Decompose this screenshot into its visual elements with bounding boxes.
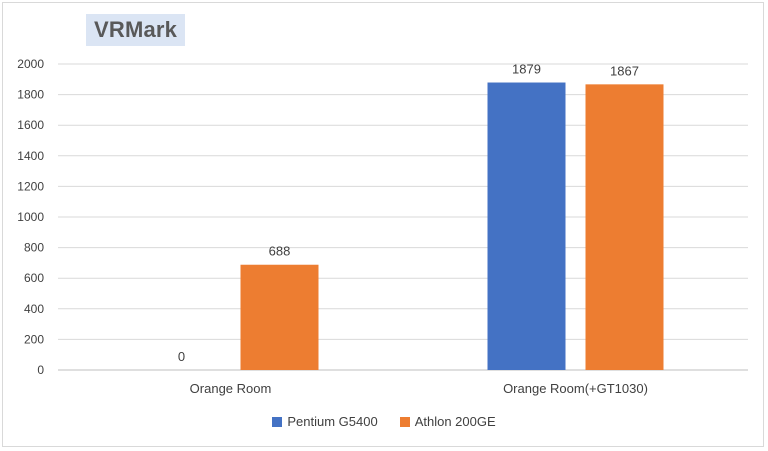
y-tick-label: 600 — [24, 271, 44, 285]
bar — [240, 264, 319, 370]
legend-label-athlon: Athlon 200GE — [414, 414, 496, 429]
bar — [487, 82, 566, 370]
y-tick-label: 2000 — [17, 57, 44, 71]
x-axis-categories: Orange Room Orange Room(+GT1030) — [190, 381, 648, 396]
x-category-label: Orange Room(+GT1030) — [503, 381, 648, 396]
y-tick-label: 0 — [37, 363, 44, 377]
y-tick-label: 1600 — [17, 118, 44, 132]
legend-item-pentium: Pentium G5400 — [272, 414, 378, 429]
data-label: 0 — [178, 349, 185, 364]
legend-swatch-pentium — [272, 416, 283, 427]
y-tick-label: 1400 — [17, 149, 44, 163]
x-category-label: Orange Room — [190, 381, 272, 396]
y-tick-label: 1000 — [17, 210, 44, 224]
y-tick-label: 400 — [24, 302, 44, 316]
legend-label-pentium: Pentium G5400 — [287, 414, 378, 429]
legend-item-athlon: Athlon 200GE — [399, 414, 496, 429]
bar — [585, 84, 664, 370]
y-tick-label: 800 — [24, 241, 44, 255]
data-label: 1867 — [610, 63, 639, 78]
legend-swatch-athlon — [399, 416, 410, 427]
legend: Pentium G5400 Athlon 200GE — [0, 414, 768, 429]
bars — [240, 82, 664, 370]
data-label: 1879 — [512, 62, 541, 77]
y-tick-label: 1200 — [17, 179, 44, 193]
y-tick-label: 1800 — [17, 88, 44, 102]
data-labels: 0 688 1879 1867 — [178, 62, 639, 364]
y-axis-ticks: 0 200 400 600 800 1000 1200 1400 1600 1800 2000 — [17, 57, 44, 377]
chart-title: VRMark — [86, 14, 186, 46]
data-label: 688 — [269, 244, 291, 259]
y-tick-label: 200 — [24, 332, 44, 346]
